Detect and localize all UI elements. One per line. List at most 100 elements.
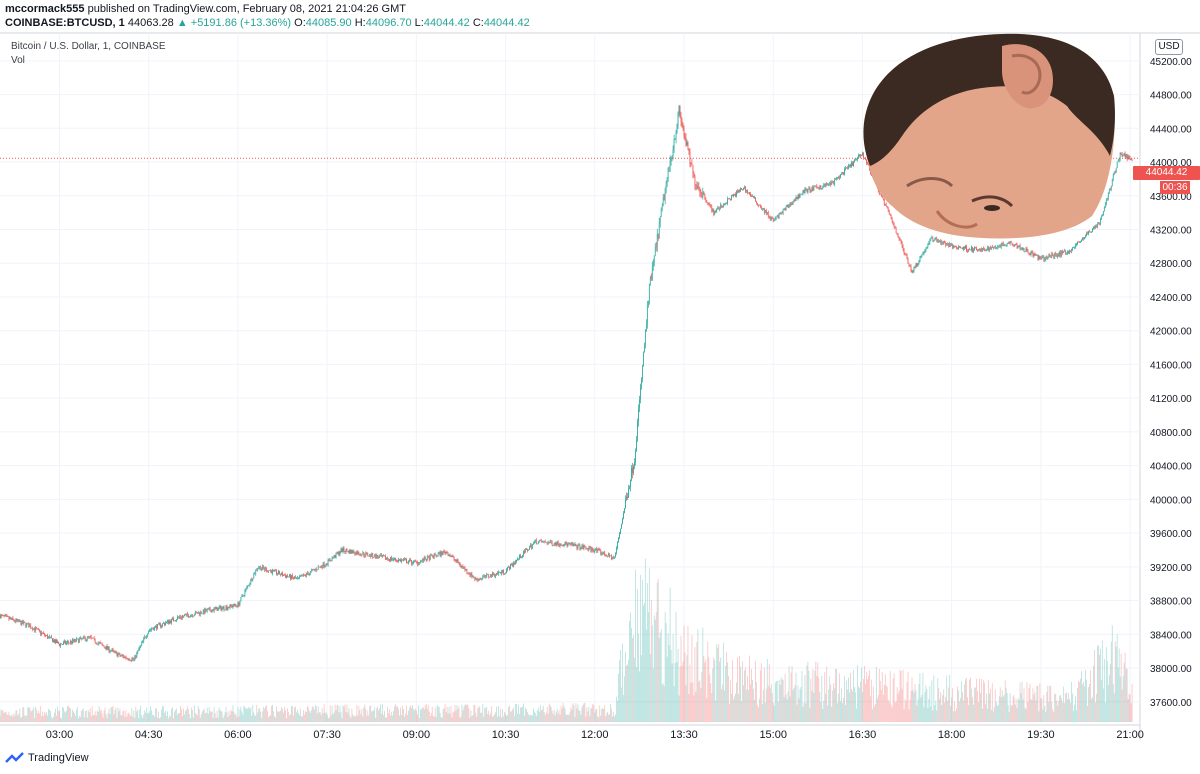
candle-body [199, 611, 201, 615]
volume-bar [1129, 694, 1131, 722]
volume-bar [230, 709, 232, 722]
volume-bar [793, 687, 795, 722]
candle-body [1050, 256, 1052, 258]
candle-body [760, 207, 762, 210]
candle-body [68, 641, 69, 643]
volume-bar [876, 698, 878, 722]
candle-body [669, 160, 671, 168]
volume-bar [920, 697, 922, 722]
volume-bar [272, 704, 274, 722]
candle-body [1119, 152, 1121, 160]
candle-body [367, 553, 369, 556]
candle-body [1043, 256, 1045, 261]
volume-bar [55, 708, 56, 722]
volume-bar [1099, 648, 1101, 722]
volume-bar [659, 632, 661, 722]
volume-bar [1050, 686, 1052, 722]
candle-body [1082, 238, 1083, 241]
volume-bar [438, 706, 440, 722]
candle-body [27, 623, 29, 624]
volume-bar [116, 718, 118, 722]
volume-bar [2, 709, 4, 722]
y-tick-label: 45200.00 [1150, 57, 1192, 68]
candle-body [1045, 256, 1047, 260]
volume-bar [766, 658, 768, 722]
candle-body [969, 249, 970, 251]
volume-bar [1061, 698, 1063, 722]
volume-bar [959, 701, 960, 722]
candle-body [698, 186, 700, 189]
candle-body [461, 566, 463, 567]
volume-bar [207, 713, 209, 722]
candle-body [985, 250, 987, 251]
candle-body [954, 245, 955, 248]
volume-bar [235, 713, 237, 722]
volume-bar [11, 714, 13, 722]
volume-bar [626, 665, 627, 722]
candle-body [852, 162, 853, 166]
candle-body [968, 249, 969, 251]
volume-bar [541, 709, 543, 722]
candle-body [176, 619, 177, 621]
candle-body [187, 615, 189, 618]
currency-button[interactable]: USD [1155, 39, 1183, 55]
candle-body [814, 185, 816, 187]
candle-body [400, 559, 401, 562]
volume-bar [1058, 700, 1060, 722]
volume-bar [496, 706, 498, 722]
volume-bar [788, 666, 790, 722]
candle-body [256, 569, 258, 571]
candle-body [521, 557, 522, 558]
volume-bar [843, 697, 844, 722]
candle-body [738, 190, 739, 192]
volume-bar [346, 704, 348, 722]
volume-bar [832, 690, 834, 722]
volume-bar [84, 711, 86, 722]
volume-bar [669, 587, 671, 722]
volume-bar [904, 698, 906, 722]
candle-body [609, 553, 611, 557]
volume-bar [917, 699, 919, 722]
x-tick-label: 16:30 [849, 729, 877, 741]
volume-bar [615, 714, 616, 722]
volume-bar [513, 707, 514, 722]
candle-body [651, 266, 653, 280]
volume-bar [681, 665, 683, 722]
candle-body [1110, 185, 1112, 190]
volume-bar [91, 706, 93, 722]
candle-body [141, 642, 143, 645]
candle-body [239, 601, 241, 605]
candle-body [659, 216, 661, 224]
volume-bar [555, 711, 557, 722]
candle-body [1034, 253, 1036, 256]
candle-body [389, 559, 390, 561]
candle-body [663, 197, 665, 201]
volume-bar [440, 717, 442, 722]
volume-bar [700, 688, 702, 722]
candle-body [700, 192, 702, 195]
volume-bar [257, 712, 259, 722]
volume-bar [222, 718, 224, 722]
candle-body [415, 561, 417, 563]
volume-bar [97, 711, 99, 722]
candle-body [317, 566, 319, 570]
volume-bar [879, 680, 881, 722]
volume-bar [13, 713, 15, 722]
volume-bar [956, 708, 958, 722]
volume-bar [469, 717, 471, 722]
volume-bar [847, 689, 848, 722]
volume-bar [1081, 671, 1082, 722]
candle-body [42, 632, 43, 634]
candle-body [58, 641, 59, 644]
volume-bar [599, 705, 601, 722]
candle-body [410, 559, 411, 561]
candle-body [888, 211, 890, 214]
volume-bar [741, 700, 742, 722]
volume-bar [682, 661, 684, 722]
candle-body [368, 555, 370, 557]
volume-bar [868, 669, 870, 722]
volume-bar [210, 711, 212, 722]
volume-bar [1076, 709, 1077, 722]
candle-body [331, 557, 333, 561]
